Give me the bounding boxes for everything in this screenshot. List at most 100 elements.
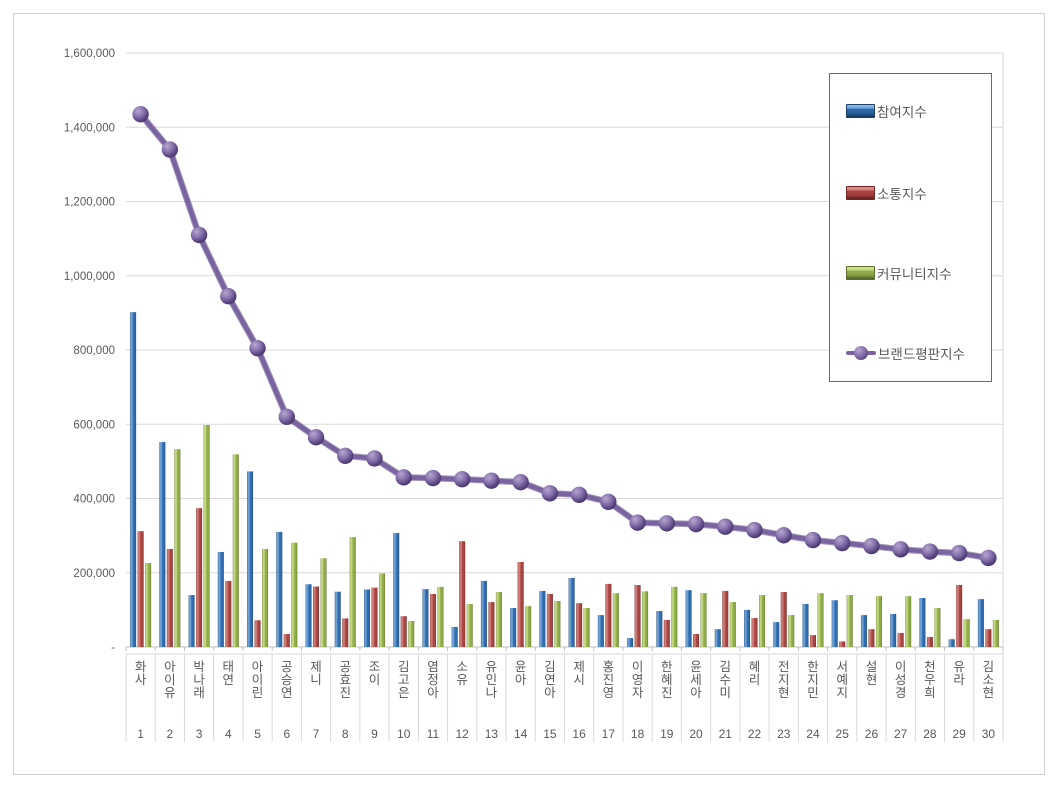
bar-segment bbox=[495, 592, 502, 647]
bar-segment bbox=[671, 586, 678, 647]
legend-item-brand-index: 브랜드평판지수 bbox=[846, 343, 965, 363]
rank-label: 15 bbox=[543, 727, 557, 741]
bar-segment bbox=[956, 585, 963, 647]
rank-label: 10 bbox=[397, 727, 411, 741]
bar-segment bbox=[693, 634, 700, 647]
y-axis-label: 1,200,000 bbox=[64, 197, 115, 209]
line-marker bbox=[278, 408, 295, 426]
bar-segment bbox=[225, 580, 232, 647]
bar-segment bbox=[546, 593, 553, 647]
bar-segment bbox=[656, 610, 663, 647]
rank-label: 8 bbox=[342, 727, 349, 741]
rank-label: 23 bbox=[777, 727, 791, 741]
line-marker bbox=[892, 541, 909, 558]
bar-segment bbox=[459, 541, 466, 647]
line-marker bbox=[541, 485, 559, 502]
line-marker bbox=[483, 472, 500, 489]
rank-label: 22 bbox=[748, 727, 762, 741]
bar-segment bbox=[554, 600, 561, 647]
rank-label: 16 bbox=[572, 727, 586, 741]
bar-segment bbox=[802, 603, 809, 647]
bar-segment bbox=[722, 590, 729, 647]
bar-segment bbox=[977, 599, 984, 647]
line-marker bbox=[220, 287, 237, 305]
bar-segment bbox=[809, 635, 816, 647]
bar-segment bbox=[217, 551, 224, 647]
rank-label: 2 bbox=[167, 727, 174, 741]
bar-segment bbox=[525, 606, 532, 647]
participation-swatch-icon bbox=[846, 104, 875, 118]
legend-label-community: 커뮤니티지수 bbox=[877, 267, 952, 282]
bar-segment bbox=[408, 621, 415, 647]
y-axis: - 200,000 400,000 600,000 800,000 1,000,000 1,… bbox=[64, 48, 115, 654]
bar-segment bbox=[342, 618, 349, 647]
line-marker bbox=[512, 473, 529, 491]
rank-label: 1 bbox=[137, 727, 144, 741]
bar-segment bbox=[963, 619, 970, 647]
bar-segment bbox=[320, 558, 327, 647]
community-swatch-icon bbox=[846, 266, 875, 280]
y-axis-label: 1,600,000 bbox=[64, 48, 115, 60]
bar-segment bbox=[875, 596, 882, 647]
bar-segment bbox=[817, 593, 824, 647]
bar-segment bbox=[480, 580, 487, 647]
bar-segment bbox=[371, 587, 378, 647]
line-marker bbox=[746, 521, 763, 539]
bar-segment bbox=[751, 618, 758, 647]
y-axis-label: - bbox=[111, 642, 115, 654]
rank-label: 24 bbox=[806, 727, 820, 741]
line-marker bbox=[658, 515, 676, 532]
line-marker bbox=[190, 226, 208, 244]
bar-segment bbox=[451, 626, 458, 647]
bar-segment bbox=[291, 542, 298, 647]
line-marker bbox=[337, 447, 354, 465]
bar-segment bbox=[868, 629, 875, 647]
bar-segment bbox=[642, 591, 649, 647]
bar-segment bbox=[919, 597, 926, 647]
bar-segment bbox=[488, 602, 495, 647]
bar-segment bbox=[313, 586, 320, 647]
line-marker bbox=[249, 339, 266, 357]
rank-label: 13 bbox=[485, 727, 499, 741]
brand-index-swatch-icon bbox=[846, 346, 876, 360]
bar-segment bbox=[860, 615, 867, 647]
bar-segment bbox=[130, 312, 137, 647]
rank-label: 9 bbox=[371, 727, 378, 741]
bar-series-2 bbox=[145, 424, 999, 647]
line-marker bbox=[775, 527, 792, 544]
bar-segment bbox=[437, 586, 444, 647]
bar-segment bbox=[232, 454, 239, 647]
bar-segment bbox=[948, 639, 955, 647]
bar-segment bbox=[576, 603, 583, 647]
bar-segment bbox=[773, 622, 780, 647]
bar-segment bbox=[254, 620, 261, 647]
line-marker bbox=[132, 106, 149, 123]
x-axis: 화 사 1 아 이 유 2 박 나 래 3 태 연 4 아 이 린 5 공 승 연 6 제 니 7 공 효 진 8 조 이 9 김 고 은 10 염 정 아… bbox=[125, 647, 1004, 742]
bar-segment bbox=[262, 548, 269, 647]
bar-segment bbox=[466, 603, 473, 647]
bar-segment bbox=[627, 638, 634, 647]
line-marker bbox=[366, 450, 383, 467]
legend-item-community: 커뮤니티지수 bbox=[846, 263, 952, 283]
line-marker bbox=[863, 537, 880, 555]
bar-segment bbox=[839, 641, 846, 647]
rank-label: 7 bbox=[313, 727, 320, 741]
line-marker bbox=[921, 543, 939, 560]
rank-label: 30 bbox=[982, 727, 996, 741]
bar-segment bbox=[759, 595, 766, 647]
rank-label: 18 bbox=[631, 727, 645, 741]
rank-label: 12 bbox=[456, 727, 470, 741]
